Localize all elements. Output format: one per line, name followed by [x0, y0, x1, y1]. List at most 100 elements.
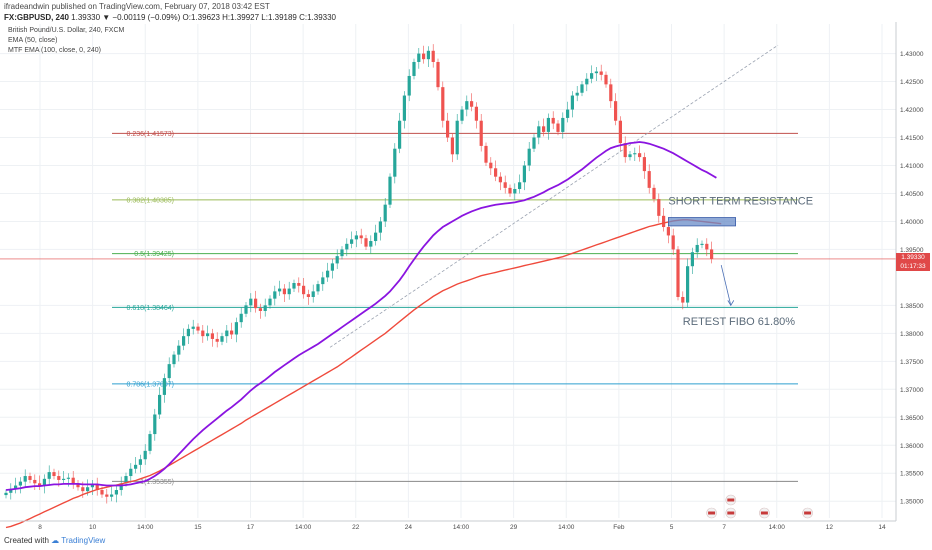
- candle-body: [359, 235, 363, 239]
- candle-body: [590, 73, 594, 79]
- candle-body: [618, 120, 622, 144]
- candle-body: [489, 162, 493, 169]
- x-tick-label: 8: [38, 524, 42, 531]
- candle-body: [134, 464, 138, 469]
- x-tick-label: 14:00: [295, 524, 312, 531]
- chart-grid: [0, 24, 896, 518]
- event-flag-stripe: [804, 511, 812, 515]
- candle-body: [652, 187, 656, 200]
- candle-body: [47, 472, 51, 479]
- candle-body: [9, 488, 13, 493]
- candle-body: [522, 165, 526, 183]
- footer: Created with ☁ TradingView: [4, 536, 105, 545]
- candle-body: [561, 117, 565, 132]
- annotation-retest-fibo: RETEST FIBO 61.80%: [683, 316, 796, 328]
- candle-body: [681, 296, 685, 303]
- tradingview-cloud-icon: ☁: [51, 536, 60, 545]
- indicator-ema100[interactable]: MTF EMA (100, close, 0, 240): [8, 47, 101, 54]
- y-tick-label: 1.36000: [900, 443, 924, 450]
- candle-body: [666, 227, 670, 236]
- candle-body: [484, 145, 488, 163]
- x-tick-label: 15: [194, 524, 202, 531]
- candle-body: [220, 336, 224, 342]
- candle-body: [258, 308, 262, 311]
- dashed-trend-line: [329, 44, 779, 348]
- y-tick-label: 1.38000: [900, 331, 924, 338]
- candle-body: [479, 120, 483, 146]
- candle-body: [527, 148, 531, 166]
- projection-arrowhead: [727, 300, 735, 307]
- chart-axes[interactable]: 1.43000 1.42500 1.42000 1.41500 1.41000 1.405…: [0, 22, 924, 531]
- candle-body: [201, 330, 205, 337]
- candle-body: [676, 249, 680, 297]
- candle-body: [14, 485, 18, 489]
- candle-body: [225, 330, 229, 337]
- candle-body: [129, 468, 133, 477]
- x-tick-label: 7: [722, 524, 726, 531]
- candle-body: [575, 92, 579, 96]
- symbol-ohlc: FX:GBPUSD, 240 1.39330 ▼ −0.00119 (−0.09…: [4, 13, 336, 23]
- candle-body: [52, 472, 56, 477]
- candle-body: [90, 484, 94, 488]
- candle-body: [350, 239, 354, 244]
- event-flag-stripe: [760, 511, 768, 515]
- candle-body: [23, 476, 27, 482]
- tradingview-brand[interactable]: TradingView: [61, 536, 106, 545]
- symbol-label[interactable]: FX:GBPUSD, 240: [4, 13, 69, 22]
- y-tick-label: 1.41500: [900, 135, 924, 142]
- candle-body: [455, 120, 459, 155]
- candle-body: [494, 168, 498, 177]
- candle-body: [244, 305, 248, 314]
- candle-body: [628, 154, 632, 158]
- candle-body: [566, 109, 570, 118]
- candle-body: [431, 50, 435, 62]
- resistance-box: [668, 217, 737, 227]
- candle-body: [177, 345, 181, 355]
- candle-body: [542, 126, 546, 132]
- candle-body: [364, 238, 368, 247]
- indicator-legend: British Pound/U.S. Dollar, 240, FXCM EMA…: [8, 26, 124, 56]
- candle-body: [287, 288, 291, 295]
- x-tick-label: 12: [826, 524, 834, 531]
- fibonacci-retracement[interactable]: 0.236(1.41573) 0.382(1.40385) 0.5(1.39425)…: [112, 131, 798, 486]
- candle-body: [330, 263, 334, 271]
- y-tick-label: 1.38500: [900, 303, 924, 310]
- candle-body: [18, 481, 22, 486]
- candle-body: [422, 53, 426, 60]
- candle-body: [647, 171, 651, 188]
- candle-body: [230, 330, 234, 335]
- candle-body: [138, 459, 142, 465]
- y-tick-label: 1.40000: [900, 219, 924, 226]
- trend-line[interactable]: [329, 44, 779, 348]
- fib-level-label: 1(1.35355): [140, 479, 174, 486]
- created-with-label: Created with: [4, 536, 49, 545]
- economic-event-flag-icon: [759, 507, 770, 519]
- candle-body: [441, 87, 445, 121]
- candle-body: [282, 288, 286, 295]
- candle-body: [57, 476, 61, 480]
- candle-body: [158, 394, 162, 415]
- candle-body: [340, 249, 344, 257]
- x-tick-label: 14:00: [769, 524, 786, 531]
- indicator-ema50[interactable]: EMA (50, close): [8, 37, 58, 44]
- candle-body: [100, 490, 104, 495]
- candle-body: [306, 294, 310, 297]
- fib-level-label: 0.236(1.41573): [127, 131, 174, 138]
- fib-level-label: 0.786(1.37097): [127, 381, 174, 388]
- candle-body: [623, 143, 627, 158]
- fib-level-label: 0.5(1.39425): [134, 251, 174, 258]
- candle-body: [580, 84, 584, 93]
- fib-level-label: 0.618(1.38464): [127, 305, 174, 312]
- candle-body: [95, 484, 99, 491]
- candle-body: [546, 117, 550, 132]
- candle-body: [76, 483, 80, 488]
- candle-body: [388, 176, 392, 205]
- candle-body: [182, 336, 186, 346]
- candle-body: [686, 266, 690, 303]
- y-tick-label: 1.35500: [900, 471, 924, 478]
- candle-body: [474, 106, 478, 121]
- ohlc-values: 1.39330 ▼ −0.00119 (−0.09%) O:1.39623 H:…: [71, 13, 337, 22]
- event-flag-stripe: [727, 511, 735, 515]
- chart-drawings[interactable]: SHORT TERM RESISTANCE RETEST FIBO 61.80%: [668, 196, 813, 519]
